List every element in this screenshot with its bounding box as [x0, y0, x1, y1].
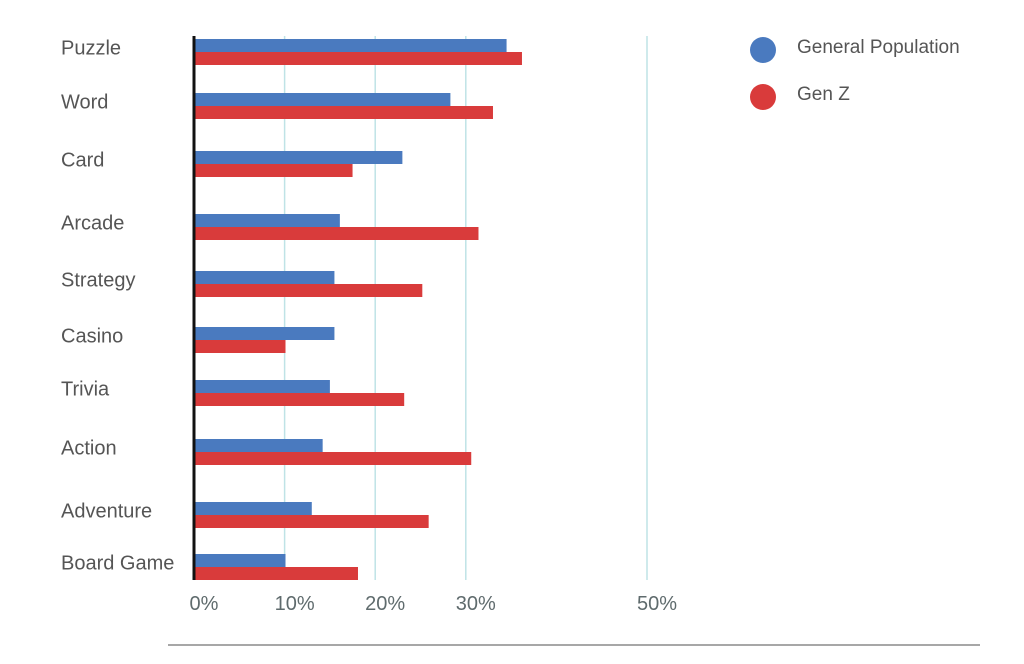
- bar-adventure-general-population: [194, 502, 312, 515]
- category-label-trivia: Trivia: [61, 378, 110, 400]
- bar-word-gen-z: [194, 106, 493, 119]
- x-tick-0pct: 0%: [190, 593, 219, 615]
- bar-strategy-general-population: [194, 271, 335, 284]
- bar-board-game-gen-z: [194, 567, 358, 580]
- x-tick-30pct: 30%: [456, 593, 496, 615]
- x-tick-labels: 0% 10% 20% 30% 50%: [190, 593, 678, 615]
- legend: General Population Gen Z: [750, 37, 960, 110]
- category-label-word: Word: [61, 91, 108, 113]
- x-tick-20pct: 20%: [365, 593, 405, 615]
- bar-trivia-gen-z: [194, 393, 405, 406]
- x-tick-10pct: 10%: [275, 593, 315, 615]
- bar-trivia-general-population: [194, 380, 330, 393]
- bars: [194, 39, 522, 580]
- bar-puzzle-gen-z: [194, 52, 522, 65]
- category-label-board-game: Board Game: [61, 552, 174, 574]
- bar-card-gen-z: [194, 164, 353, 177]
- bar-arcade-general-population: [194, 214, 340, 227]
- legend-label-general-population: General Population: [797, 37, 960, 58]
- legend-label-gen-z: Gen Z: [797, 84, 850, 105]
- legend-marker-gen-z: [750, 84, 776, 110]
- bar-board-game-general-population: [194, 554, 286, 567]
- bar-arcade-gen-z: [194, 227, 479, 240]
- x-tick-50pct: 50%: [637, 593, 677, 615]
- category-label-card: Card: [61, 149, 104, 171]
- gridlines: [283, 36, 648, 580]
- bar-word-general-population: [194, 93, 451, 106]
- bar-strategy-gen-z: [194, 284, 423, 297]
- category-label-arcade: Arcade: [61, 212, 124, 234]
- legend-marker-general-population: [750, 37, 776, 63]
- bar-casino-general-population: [194, 327, 335, 340]
- category-label-puzzle: Puzzle: [61, 37, 121, 59]
- bar-casino-gen-z: [194, 340, 286, 353]
- category-label-strategy: Strategy: [61, 269, 135, 291]
- bar-action-gen-z: [194, 452, 472, 465]
- category-labels: Puzzle Word Card Arcade Strategy Casino Trivia…: [61, 37, 174, 574]
- category-label-casino: Casino: [61, 325, 123, 347]
- bar-puzzle-general-population: [194, 39, 507, 52]
- category-label-adventure: Adventure: [61, 500, 152, 522]
- category-label-action: Action: [61, 437, 117, 459]
- bar-adventure-gen-z: [194, 515, 429, 528]
- bar-card-general-population: [194, 151, 403, 164]
- bar-action-general-population: [194, 439, 323, 452]
